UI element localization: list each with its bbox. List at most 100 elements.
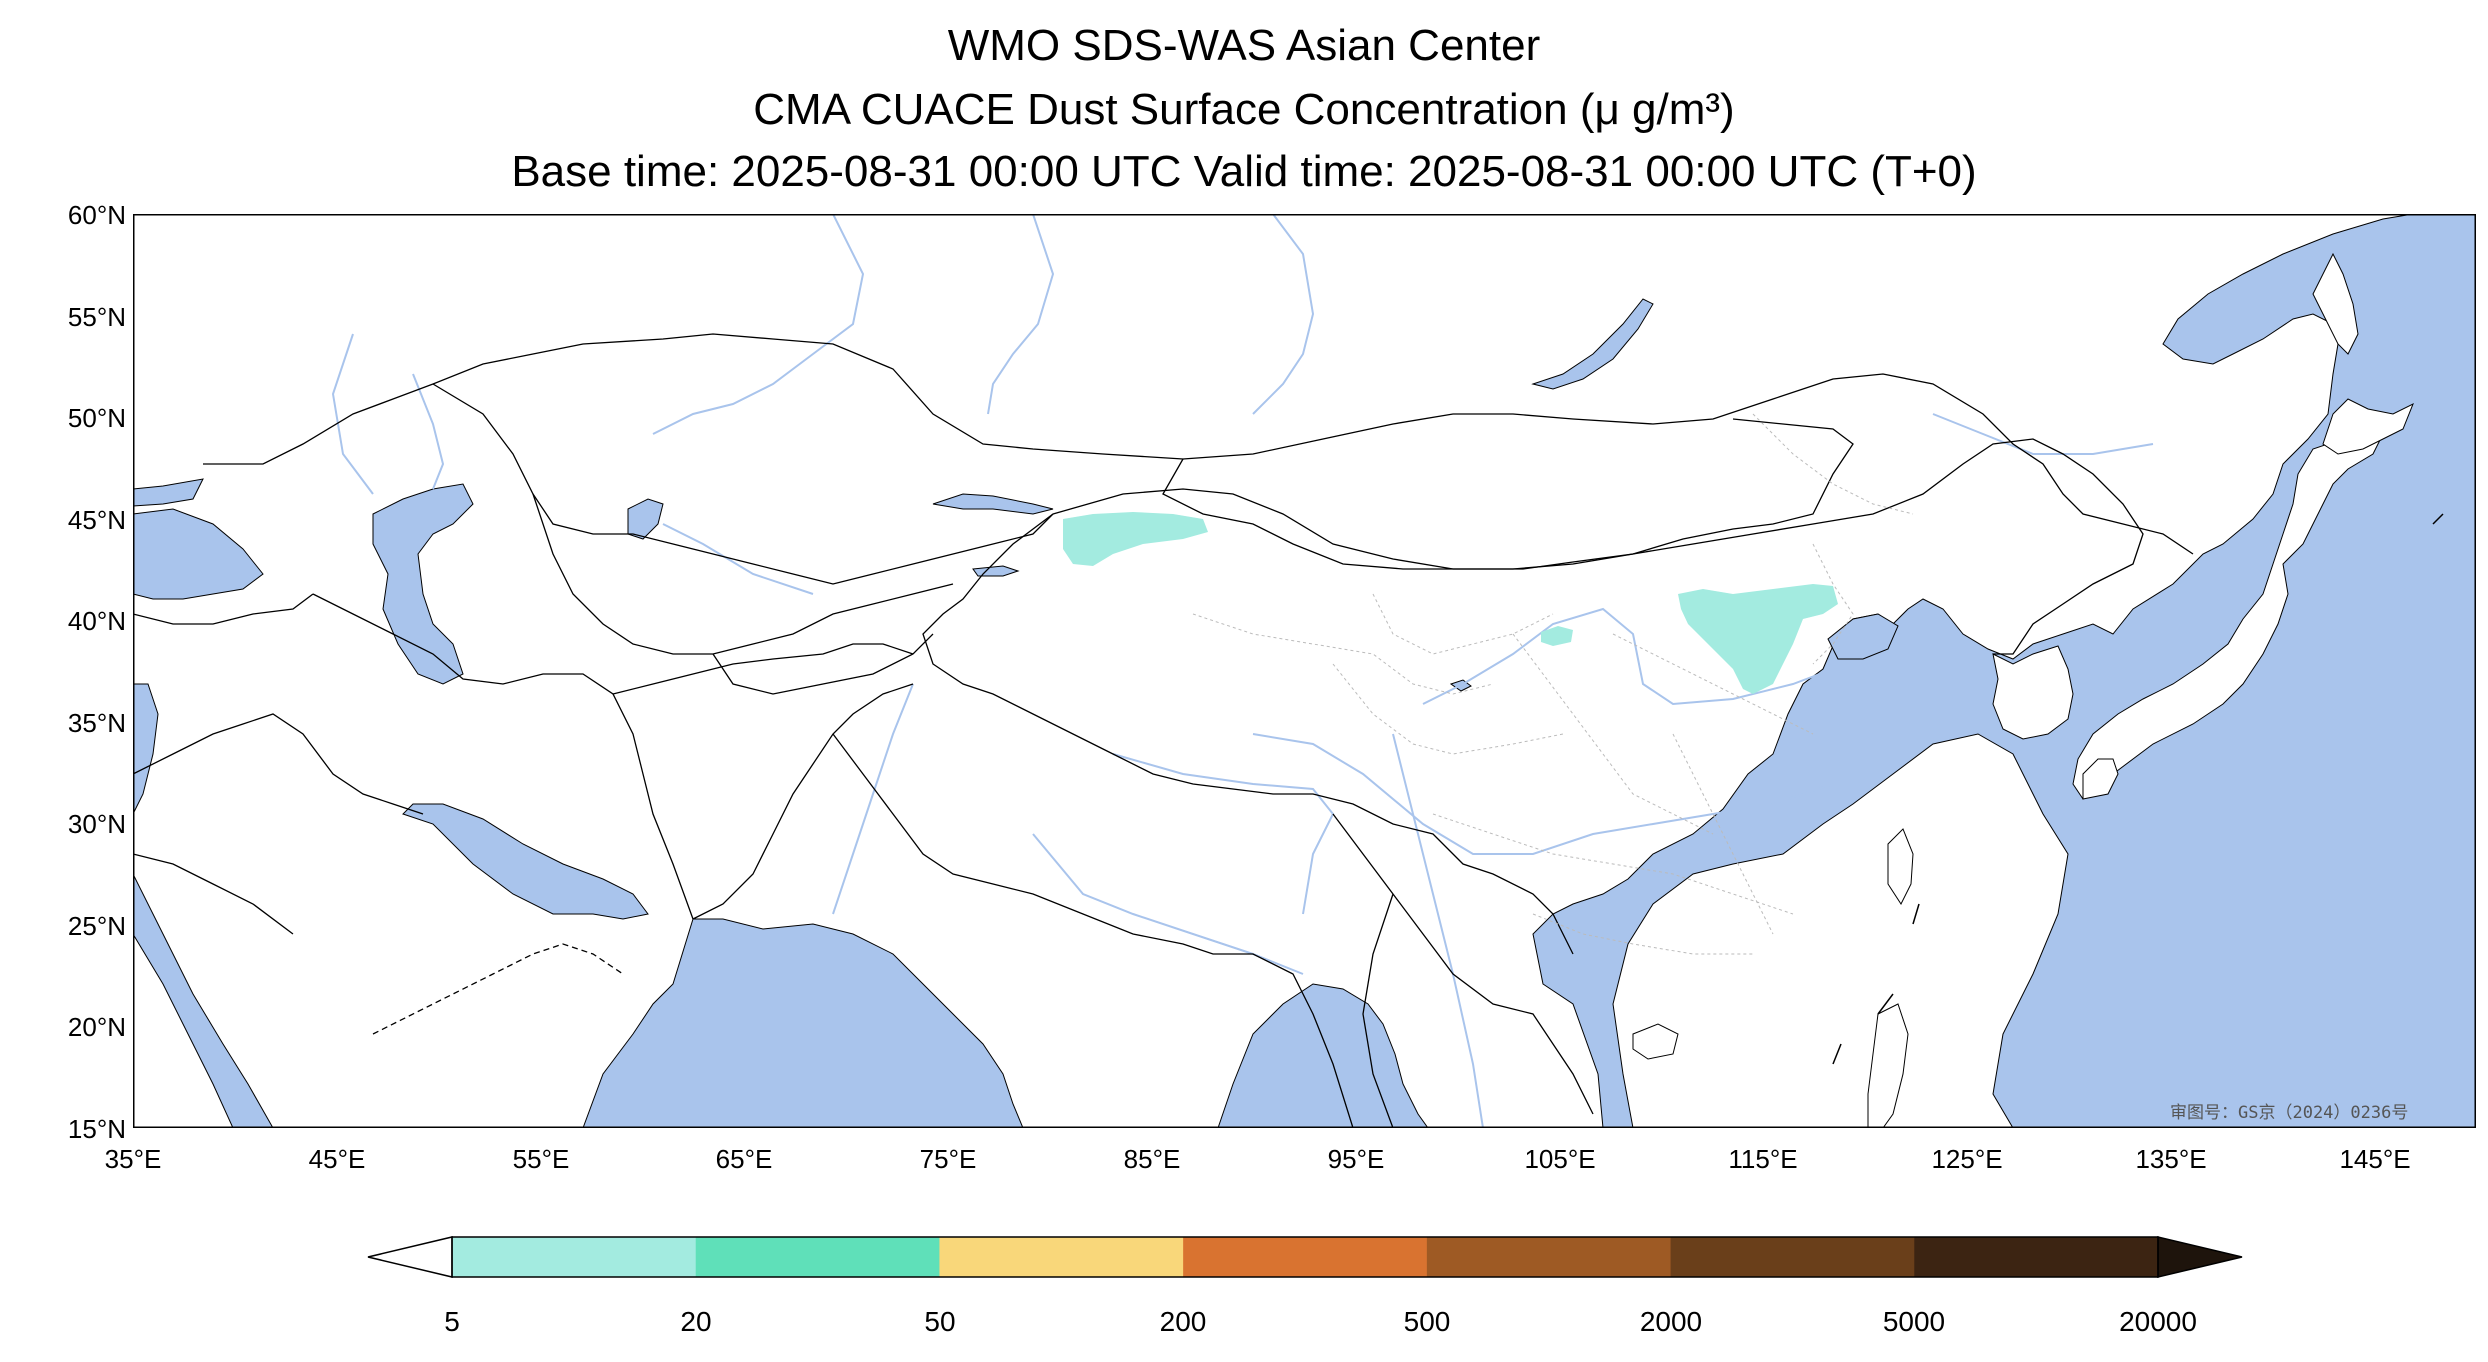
province-line — [1372, 593, 1554, 655]
country-borders — [133, 333, 2194, 1128]
hainan — [1632, 1023, 1679, 1060]
colorbar-tick-label: 500 — [1403, 1306, 1451, 1337]
lat-tick-label: 25°N — [67, 911, 126, 941]
island-mark — [2432, 513, 2444, 525]
colorbar-segment — [1183, 1237, 1428, 1277]
lon-tick-label: 115°E — [1728, 1144, 1798, 1174]
map-panel — [133, 214, 2476, 1128]
colorbar-segment — [939, 1237, 1184, 1277]
colorbar-segment — [452, 1237, 697, 1277]
kyushu — [2082, 758, 2119, 800]
chart-title: WMO SDS-WAS Asian Center — [947, 21, 1541, 70]
azov-sea — [133, 478, 204, 507]
dust-concentration-areas — [1063, 512, 1838, 694]
brahmaputra-river — [1112, 753, 1335, 915]
map-svg — [133, 214, 2476, 1128]
mongolia-border — [1162, 418, 1854, 570]
sakhalin — [2312, 252, 2359, 355]
lat-tick-label: 50°N — [67, 403, 126, 433]
colorbar-tick-label: 2000 — [1639, 1306, 1703, 1337]
turkey-syria-iraq-borders — [133, 593, 424, 935]
colorbar-segment — [1914, 1237, 2159, 1277]
colorbar-tick-label: 20 — [680, 1306, 712, 1337]
caspian-sea — [372, 483, 474, 685]
balkhash-lake — [932, 493, 1054, 515]
colorbar-tick-label: 5 — [444, 1306, 460, 1337]
province-line — [1532, 913, 1753, 955]
map-border — [133, 214, 2476, 1128]
province-line — [1812, 543, 1854, 665]
afghanistan-pakistan-border — [612, 643, 914, 920]
taiwan — [1887, 828, 1914, 906]
indus-river — [832, 683, 914, 915]
lon-tick-label: 95°E — [1327, 1144, 1385, 1174]
baikal-lake — [1531, 298, 1654, 390]
dust-area-alxa — [1541, 626, 1573, 646]
province-line — [1432, 813, 1794, 915]
russia-south-border — [203, 333, 2194, 555]
ural-river — [412, 373, 445, 490]
colorbar-tick-label: 200 — [1159, 1306, 1207, 1337]
province-line — [1332, 663, 1564, 755]
volga-river — [331, 333, 374, 495]
yenisei-river — [1252, 214, 1315, 415]
mediterranean — [133, 683, 159, 815]
arabian-sea — [582, 918, 1024, 1128]
island-mark — [1832, 1043, 1842, 1065]
lon-tick-label: 65°E — [715, 1144, 773, 1174]
bay-of-bengal — [1217, 983, 1429, 1128]
lon-tick-label: 35°E — [104, 1144, 162, 1174]
province-line — [1512, 633, 1714, 835]
ob-river — [987, 214, 1055, 415]
lon-tick-label: 125°E — [1931, 1144, 2003, 1174]
kazakhstan-border — [432, 383, 1054, 585]
lat-tick-label: 60°N — [67, 200, 126, 230]
yangtze-river — [1252, 733, 1834, 855]
red-sea — [133, 873, 274, 1128]
colorbar-tick-label: 20000 — [2119, 1306, 2197, 1337]
lat-tick-label: 55°N — [67, 302, 126, 332]
arabia-borders — [372, 943, 624, 1035]
lat-tick-label: 15°N — [67, 1114, 126, 1144]
province-line — [1192, 613, 1494, 695]
mekong-river — [1392, 733, 1484, 1128]
island-mark — [1877, 993, 1894, 1015]
colorbar-tick-label: 50 — [924, 1306, 956, 1337]
island-marks — [1832, 513, 2444, 1065]
province-borders — [1192, 413, 1914, 955]
lat-tick-label: 35°N — [67, 708, 126, 738]
colorbar-segment — [1426, 1237, 1672, 1277]
hokkaido — [2322, 398, 2414, 455]
dust-area-dzungaria — [1063, 512, 1208, 566]
colorbar-segments — [452, 1237, 2159, 1277]
ganges-river — [1032, 833, 1304, 975]
lon-tick-label: 145°E — [2339, 1144, 2411, 1174]
syr-darya-river — [662, 523, 814, 595]
colorbar-segment — [1670, 1237, 1915, 1277]
chart-subtitle-variable: CMA CUACE Dust Surface Concentration (μ … — [753, 85, 1735, 134]
dust-area-north-china — [1678, 584, 1838, 694]
lon-tick-label: 45°E — [308, 1144, 366, 1174]
black-sea — [133, 508, 264, 600]
persian-gulf — [402, 803, 649, 920]
lon-tick-label: 75°E — [919, 1144, 977, 1174]
colorbar-segment — [695, 1237, 940, 1277]
bohai-sea — [1827, 613, 1899, 660]
chart-subtitle-time: Base time: 2025-08-31 00:00 UTC Valid ti… — [511, 147, 1977, 196]
lon-tick-label: 105°E — [1524, 1144, 1596, 1174]
amur-river — [1932, 413, 2154, 455]
iran-border — [312, 593, 694, 920]
india-border — [832, 733, 1354, 1128]
lat-tick-label: 30°N — [67, 809, 126, 839]
colorbar-extend-low — [367, 1236, 453, 1278]
island-mark — [1912, 903, 1920, 925]
colorbar-frame — [451, 1236, 2159, 1278]
colorbar-tick-label: 5000 — [1882, 1306, 1946, 1337]
colorbar-extend-high — [2157, 1236, 2243, 1278]
southeast-asia-borders — [1332, 813, 1594, 1128]
lat-tick-label: 20°N — [67, 1012, 126, 1042]
lon-tick-label: 55°E — [512, 1144, 570, 1174]
province-line — [1612, 633, 1814, 735]
map-approval-number: 审图号：GS京（2024）0236号 — [2170, 1103, 2409, 1123]
province-line — [1672, 733, 1774, 935]
